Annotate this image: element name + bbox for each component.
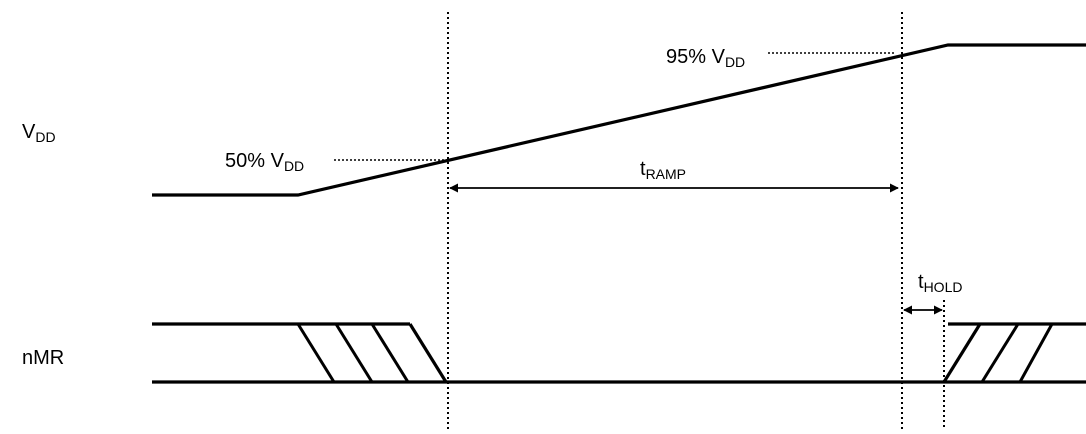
threshold-50-label: 50% VDD <box>225 150 304 174</box>
nmr-uncertain-region-after <box>980 323 1054 383</box>
vdd-signal-label: VDD <box>22 121 56 145</box>
nmr-signal-label: nMR <box>22 347 64 369</box>
t-ramp-label: tRAMP <box>640 158 686 182</box>
nmr-uncertain-region-before <box>296 323 410 383</box>
threshold-95-label: 95% VDD <box>666 46 745 70</box>
t-hold-label: tHOLD <box>918 271 962 295</box>
nmr-falling-edge <box>408 323 448 383</box>
nmr-waveform <box>152 322 1086 384</box>
vdd-waveform <box>152 43 1086 197</box>
nmr-rising-edge <box>942 323 982 383</box>
